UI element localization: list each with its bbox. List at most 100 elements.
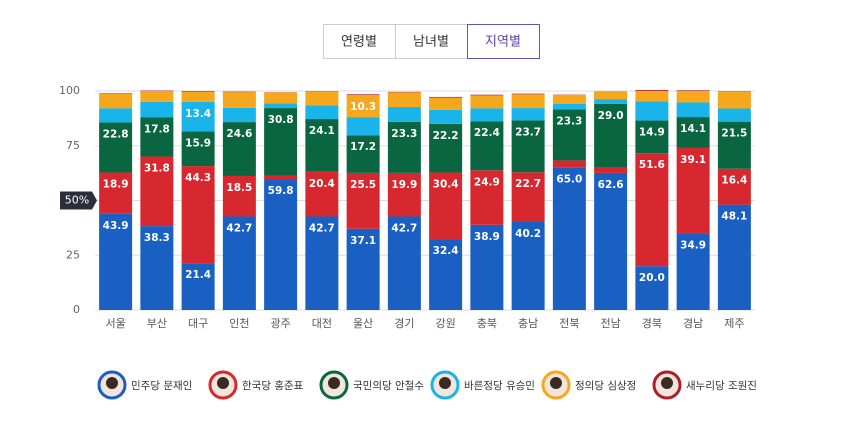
data-label: 44.3: [185, 172, 211, 184]
bar-segment: [182, 92, 215, 102]
data-label: 24.1: [309, 125, 335, 137]
data-label: 10.3: [350, 101, 376, 113]
bar-segment: [429, 98, 462, 110]
data-label: 23.3: [391, 128, 417, 140]
y-tick-label: 0: [73, 303, 80, 316]
data-label: 51.6: [639, 159, 665, 171]
bar-segment: [223, 108, 256, 122]
bar-segment: [223, 92, 256, 108]
x-tick-label: 경남: [683, 317, 703, 330]
x-tick-label: 제주: [724, 317, 744, 330]
bar-segment: [512, 108, 545, 120]
bar-segment: [677, 102, 710, 117]
data-label: 29.0: [598, 110, 624, 122]
legend-label: 새누리당 조원진: [686, 380, 757, 392]
data-label: 13.4: [185, 108, 211, 120]
bar-segment: [553, 168, 586, 310]
legend-icon-face: [106, 377, 118, 389]
legend-label: 정의당 심상정: [575, 380, 636, 392]
y-tick-label: 25: [66, 248, 80, 261]
data-label: 21.4: [185, 269, 211, 281]
data-label: 16.4: [721, 175, 747, 187]
x-tick-label: 광주: [271, 317, 291, 330]
data-label: 65.0: [556, 174, 582, 186]
data-label: 23.7: [515, 126, 541, 138]
bar-segment: [347, 94, 380, 95]
bar-segment: [553, 104, 586, 110]
bar-segment: [264, 93, 297, 104]
legend-icon-face: [439, 377, 451, 389]
bar-segment: [553, 95, 586, 104]
bar-segment: [553, 160, 586, 167]
data-label: 21.5: [721, 128, 747, 140]
data-label: 37.1: [350, 235, 376, 247]
bar-segment: [264, 176, 297, 180]
legend-label: 한국당 홍준표: [242, 379, 304, 392]
bar-segment: [718, 109, 751, 122]
legend-icon-face: [661, 377, 673, 389]
data-label: 19.9: [391, 179, 417, 191]
data-label: 18.9: [103, 178, 129, 190]
bar-segment: [388, 107, 421, 122]
data-label: 22.4: [474, 127, 500, 139]
tab-label[interactable]: 연령별: [341, 35, 377, 50]
x-tick-label: 울산: [353, 317, 373, 330]
x-tick-label: 전북: [559, 317, 579, 330]
bar-segment: [635, 91, 668, 101]
legend-label: 바른정당 유승민: [464, 380, 535, 392]
bar-segment: [594, 92, 627, 99]
bar-segment: [594, 99, 627, 104]
data-label: 24.6: [226, 128, 252, 140]
data-label: 22.7: [515, 178, 541, 190]
x-tick-label: 충남: [518, 317, 538, 330]
legend-icon-face: [217, 377, 229, 389]
legend-icon-face: [328, 377, 340, 389]
data-label: 62.6: [598, 179, 624, 191]
data-label: 17.8: [144, 123, 170, 135]
x-tick-label: 부산: [147, 317, 167, 330]
bar-segment: [470, 95, 503, 96]
x-tick-label: 전남: [601, 317, 621, 330]
legend-label: 국민의당 안철수: [353, 380, 424, 392]
bar-segment: [718, 92, 751, 109]
bar-segment: [140, 91, 173, 102]
y-tick-label: 75: [66, 139, 80, 152]
data-label: 18.5: [226, 182, 252, 194]
bar-segment: [264, 179, 297, 310]
data-label: 38.3: [144, 232, 170, 244]
legend-icon-face: [550, 377, 562, 389]
data-label: 42.7: [226, 222, 252, 234]
bar-segment: [470, 95, 503, 108]
data-label: 42.7: [309, 222, 335, 234]
data-label: 31.8: [144, 162, 170, 174]
x-tick-label: 경북: [642, 317, 662, 330]
x-tick-label: 인천: [229, 316, 249, 330]
bar-segment: [635, 101, 668, 120]
bar-segment: [305, 105, 338, 119]
data-label: 34.9: [680, 240, 706, 252]
data-label: 42.7: [391, 222, 417, 234]
x-tick-label: 대전: [312, 317, 332, 330]
x-tick-label: 강원: [436, 317, 456, 330]
bar-segment: [182, 91, 215, 92]
bar-segment: [99, 108, 132, 122]
data-label: 15.9: [185, 137, 211, 149]
bar-segment: [140, 102, 173, 118]
bar-segment: [594, 167, 627, 172]
bar-segment: [677, 90, 710, 91]
bar-segment: [512, 94, 545, 95]
tab-label[interactable]: 남녀별: [413, 35, 449, 50]
data-label: 39.1: [680, 154, 706, 166]
y-marker-label: 50%: [65, 194, 89, 207]
data-label: 43.9: [103, 220, 129, 232]
data-label: 32.4: [433, 245, 459, 257]
data-label: 17.2: [350, 141, 376, 153]
x-tick-label: 충북: [477, 317, 497, 330]
data-label: 25.5: [350, 179, 376, 191]
y-tick-label: 100: [59, 84, 80, 97]
tab-label[interactable]: 지역별: [485, 35, 521, 50]
x-tick-label: 대구: [188, 317, 208, 330]
bar-segment: [305, 92, 338, 105]
legend-label: 민주당 문재인: [131, 380, 192, 392]
